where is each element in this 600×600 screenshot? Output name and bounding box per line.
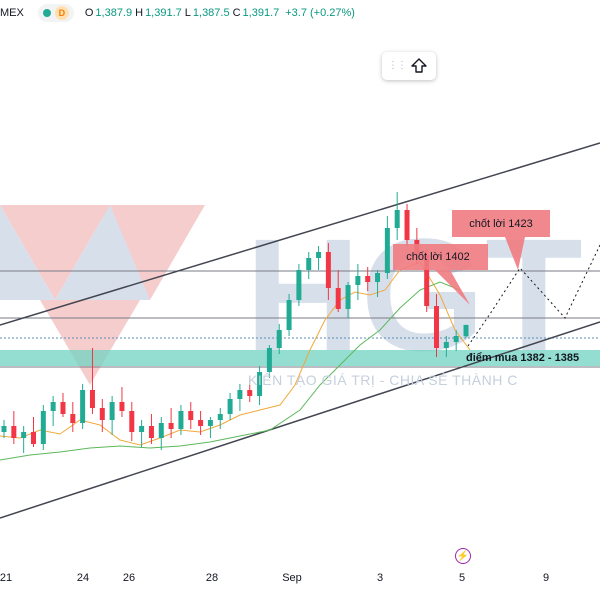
x-tick: 3 [376, 572, 384, 584]
candle-body [129, 411, 135, 432]
candle-body [188, 411, 194, 420]
callout-tp2[interactable] [452, 210, 550, 270]
candle-body [1, 426, 7, 432]
candle-body [424, 255, 430, 306]
candle-body [11, 426, 17, 438]
open-label: O [84, 7, 94, 19]
candle-body [40, 411, 46, 444]
candle-body [375, 273, 381, 282]
candle-body [335, 288, 341, 309]
candle-body [394, 210, 400, 228]
candle-body [80, 390, 86, 423]
candle-body [384, 228, 390, 273]
candle-body [266, 348, 272, 372]
status-dot-icon [42, 9, 51, 17]
candle-body [148, 426, 154, 438]
candle-body [60, 402, 66, 414]
candle-body [325, 252, 331, 288]
buy-zone [0, 350, 600, 366]
candle-body [237, 390, 243, 399]
ma-orange [0, 261, 471, 446]
drag-handle-icon[interactable]: ⋮⋮ [388, 60, 407, 71]
channel-lower [0, 321, 600, 519]
candle-body [296, 270, 302, 300]
candle-body [257, 372, 263, 396]
candle-body [247, 390, 253, 396]
status-indicator[interactable]: D [37, 4, 74, 22]
x-tick: 26 [122, 572, 136, 584]
arrow-up-icon[interactable] [408, 55, 430, 77]
candle-body [99, 408, 105, 420]
channel-upper [0, 142, 600, 326]
candle-body [316, 252, 322, 258]
candle-body [139, 426, 145, 432]
x-tick: 28 [205, 572, 219, 584]
candle-body [443, 342, 449, 348]
watermark-slogan: KIẾN TẠO GIÁ TRỊ - CHIA SẺ THÀNH C [248, 372, 518, 388]
candle-body [198, 420, 204, 426]
ma-green [0, 281, 461, 461]
low-label: L [184, 7, 191, 19]
time-axis[interactable]: 21 24 26 28 Sep 3 5 9 [0, 572, 600, 590]
candle-body [227, 399, 233, 414]
callout-tp1[interactable] [393, 244, 488, 305]
candle-body [50, 402, 56, 411]
candle-body [463, 324, 469, 337]
candle-body [286, 300, 292, 330]
candle-body [207, 420, 213, 426]
x-tick: 5 [458, 572, 466, 584]
candle-body [158, 423, 164, 438]
candle-body [276, 330, 282, 348]
candle-body [21, 432, 27, 438]
close-value: 1,391.7 [242, 7, 280, 19]
candle-body [168, 423, 174, 429]
high-value: 1,391.7 [145, 7, 182, 19]
take-profit-1-label: chốt lời 1402 [406, 251, 470, 263]
candle-body [345, 285, 351, 309]
candle-body [306, 258, 312, 270]
x-tick: 9 [542, 572, 550, 584]
lightning-icon[interactable]: ⚡ [455, 548, 471, 564]
high-label: H [135, 7, 144, 19]
candle-body [217, 414, 223, 420]
candle-body [89, 390, 95, 408]
close-label: C [232, 7, 241, 19]
delay-badge: D [54, 6, 69, 20]
ohlc-legend: MEX D O 1,387.9 H 1,391.7 L 1,387.5 C 1,391.… [0, 4, 355, 22]
candle-body [453, 336, 459, 342]
x-tick: Sep [282, 572, 302, 584]
floating-toolbar[interactable]: ⋮⋮ [382, 52, 436, 80]
open-value: 1,387.9 [95, 7, 133, 19]
candle-body [365, 276, 371, 282]
x-tick: 21 [0, 572, 13, 584]
change-value: +3.7 (+0.27%) [285, 7, 355, 19]
candle-body [70, 414, 76, 423]
low-value: 1,387.5 [192, 7, 230, 19]
candle-body [119, 402, 125, 411]
candle-body [109, 402, 115, 420]
candle-body [434, 306, 440, 348]
take-profit-2-label: chốt lời 1423 [469, 218, 533, 230]
buy-zone-label: điểm mua 1382 - 1385 [466, 352, 580, 364]
candle-body [355, 276, 361, 285]
x-tick: 24 [76, 572, 90, 584]
symbol-label: MEX [0, 7, 24, 19]
projection-path [467, 244, 600, 347]
candle-body [30, 432, 36, 444]
candle-body [404, 210, 410, 240]
candle-body [178, 411, 184, 429]
